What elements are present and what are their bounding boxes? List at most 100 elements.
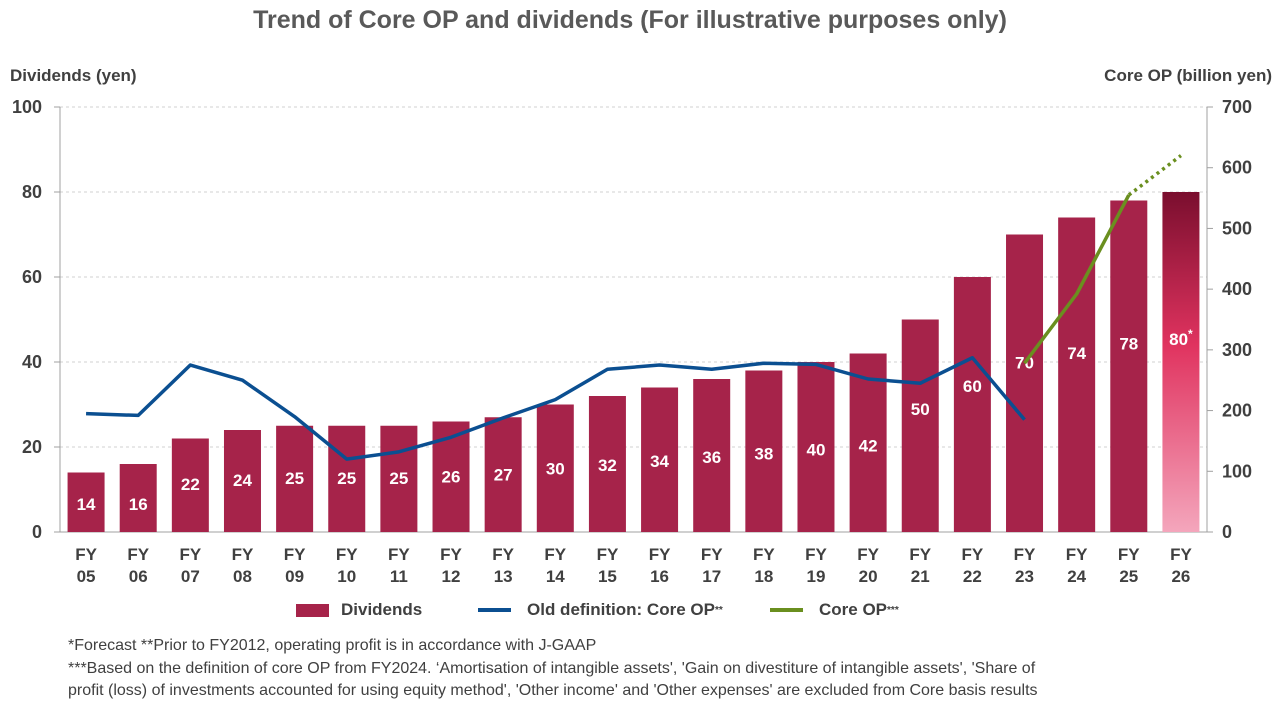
y-left-tick-label: 60 bbox=[22, 267, 42, 287]
x-tick-label: 26 bbox=[1171, 567, 1190, 586]
dividend-data-label: 30 bbox=[546, 460, 565, 479]
dividend-bar bbox=[588, 396, 626, 532]
x-tick-label: FY bbox=[805, 545, 827, 564]
dividend-bar bbox=[797, 362, 835, 532]
y-right-tick-label: 100 bbox=[1222, 461, 1252, 481]
x-tick-label: 23 bbox=[1015, 567, 1034, 586]
dividend-bar bbox=[484, 417, 522, 532]
dividend-bar bbox=[223, 430, 261, 532]
chart-title: Trend of Core OP and dividends (For illu… bbox=[253, 6, 1007, 34]
chart-legend: Dividends Old definition: Core OP ** Core… bbox=[0, 600, 1280, 626]
x-tick-label: FY bbox=[336, 545, 358, 564]
dividend-data-label: 38 bbox=[754, 444, 773, 463]
legend-label-dividends: Dividends bbox=[341, 600, 423, 619]
dividend-bar bbox=[536, 404, 574, 532]
dividend-bar bbox=[119, 464, 157, 532]
dividend-bar bbox=[1110, 200, 1148, 532]
x-tick-label: FY bbox=[440, 545, 462, 564]
y-right-tick-label: 600 bbox=[1222, 158, 1252, 178]
x-tick-label: 13 bbox=[494, 567, 513, 586]
legend-swatch-old-core-op bbox=[478, 608, 511, 612]
x-tick-label: 14 bbox=[546, 567, 565, 586]
x-tick-label: 11 bbox=[390, 567, 408, 586]
legend-item-dividends: Dividends bbox=[296, 600, 422, 620]
y-left-tick-label: 20 bbox=[22, 437, 42, 457]
x-tick-label: FY bbox=[962, 545, 984, 564]
dividend-data-label: 27 bbox=[494, 465, 513, 484]
right-axis-title: Core OP (billion yen) bbox=[1104, 66, 1272, 85]
dividend-data-label: 40 bbox=[807, 441, 826, 460]
dividend-data-label: 25 bbox=[337, 469, 356, 488]
x-tick-label: 05 bbox=[77, 567, 96, 586]
dividend-data-label: 78 bbox=[1119, 335, 1138, 354]
x-tick-label: FY bbox=[701, 545, 723, 564]
x-tick-label: FY bbox=[1066, 545, 1088, 564]
x-tick-label: 24 bbox=[1067, 567, 1086, 586]
y-right-tick-label: 300 bbox=[1222, 340, 1252, 360]
dividend-bar bbox=[67, 472, 105, 532]
legend-label-old-core-op: Old definition: Core OP bbox=[527, 600, 715, 619]
x-tick-label: FY bbox=[1118, 545, 1140, 564]
legend-label-core-op: Core OP bbox=[819, 600, 888, 619]
x-tick-label: 16 bbox=[650, 567, 669, 586]
x-tick-label: FY bbox=[649, 545, 671, 564]
dividend-data-label: 25 bbox=[389, 469, 408, 488]
dividend-data-label: 25 bbox=[285, 469, 304, 488]
x-tick-label: FY bbox=[127, 545, 149, 564]
forecast-asterisk: * bbox=[1188, 327, 1193, 341]
dividend-bar bbox=[1162, 192, 1200, 532]
x-tick-label: 06 bbox=[129, 567, 148, 586]
dividend-data-label: 60 bbox=[963, 377, 982, 396]
x-tick-label: 08 bbox=[233, 567, 252, 586]
dividend-data-label: 24 bbox=[233, 471, 252, 490]
dividend-data-label: 36 bbox=[702, 448, 721, 467]
dividend-bar bbox=[641, 387, 679, 532]
x-tick-label: FY bbox=[492, 545, 514, 564]
x-tick-label: FY bbox=[1170, 545, 1192, 564]
x-tick-label: FY bbox=[597, 545, 619, 564]
x-tick-label: FY bbox=[75, 545, 97, 564]
x-tick-label: 17 bbox=[702, 567, 721, 586]
y-right-tick-label: 200 bbox=[1222, 401, 1252, 421]
x-tick-label: FY bbox=[857, 545, 879, 564]
x-tick-label: 22 bbox=[963, 567, 982, 586]
chart-plot: 0 20 40 60 80 100 0 100 200 300 400 500 600 700 FY 05 FY… bbox=[12, 97, 1252, 586]
dividend-data-label: 14 bbox=[77, 495, 96, 514]
legend-swatch-dividends bbox=[296, 603, 329, 617]
y-right-tick-label: 400 bbox=[1222, 279, 1252, 299]
x-tick-label: 07 bbox=[181, 567, 200, 586]
x-tick-label: FY bbox=[388, 545, 410, 564]
dividend-bar bbox=[380, 425, 418, 532]
dividend-bar bbox=[693, 379, 731, 532]
x-tick-label: 19 bbox=[807, 567, 826, 586]
x-tick-label: 18 bbox=[754, 567, 773, 586]
legend-item-old-core-op: Old definition: Core OP ** bbox=[478, 600, 723, 620]
old-core-op-line bbox=[86, 356, 1026, 461]
footnote-3: profit (loss) of investments accounted f… bbox=[68, 682, 1038, 699]
x-tick-label: 12 bbox=[442, 567, 461, 586]
dividend-data-label: 42 bbox=[859, 437, 878, 456]
legend-sup-old-core-op: ** bbox=[714, 604, 723, 616]
x-tick-label: FY bbox=[909, 545, 931, 564]
dividend-bar bbox=[1006, 234, 1044, 532]
dividend-data-label: 50 bbox=[911, 400, 930, 419]
x-tick-label: 09 bbox=[285, 567, 304, 586]
dividend-bar bbox=[901, 319, 939, 532]
dividend-bar bbox=[328, 425, 366, 532]
dividend-data-label: 34 bbox=[650, 452, 669, 471]
x-tick-label: 15 bbox=[598, 567, 617, 586]
footnote-2: ***Based on the definition of core OP fr… bbox=[68, 660, 1036, 677]
y-left-tick-label: 80 bbox=[22, 182, 42, 202]
y-left-tick-label: 100 bbox=[12, 97, 42, 117]
y-right-tick-label: 500 bbox=[1222, 218, 1252, 238]
dividend-data-label: 16 bbox=[129, 495, 148, 514]
x-tick-label: 21 bbox=[911, 567, 930, 586]
dividend-bar bbox=[745, 370, 783, 532]
dividend-data-label: 32 bbox=[598, 456, 617, 475]
legend-swatch-core-op bbox=[770, 608, 803, 612]
y-right-tick-label: 0 bbox=[1222, 522, 1232, 542]
x-tick-label: FY bbox=[232, 545, 254, 564]
y-right-tick-label: 700 bbox=[1222, 97, 1252, 117]
x-tick-label: FY bbox=[1014, 545, 1036, 564]
left-axis-title: Dividends (yen) bbox=[10, 66, 137, 85]
